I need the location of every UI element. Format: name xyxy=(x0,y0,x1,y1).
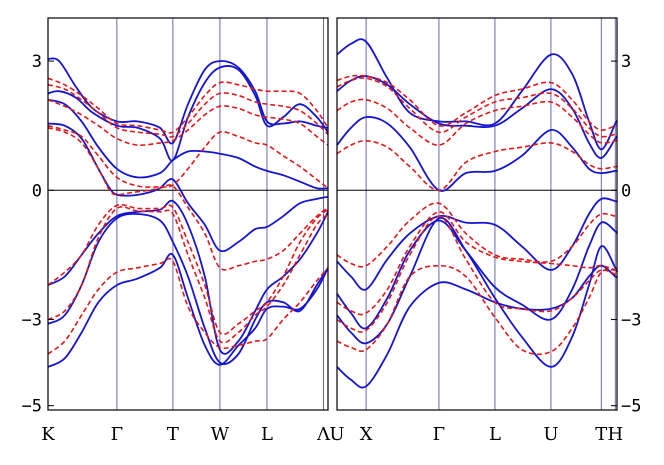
solid-band-0-6 xyxy=(47,252,329,368)
dashed-band-0-8 xyxy=(47,84,329,138)
solid-band-1-1 xyxy=(336,75,618,159)
panel-frame-1 xyxy=(336,17,618,411)
dashed-band-1-8 xyxy=(336,77,618,138)
solid-band-1-2 xyxy=(336,116,618,192)
dashed-band-0-13 xyxy=(47,206,329,344)
kpoint-label-1-0: U xyxy=(329,424,344,445)
kpoint-label-0-0: K xyxy=(41,424,55,445)
y-axis-right: 3 0 −3 −5 xyxy=(611,52,641,417)
solid-band-1-3 xyxy=(336,197,618,291)
y-axis-left: 3 0 −3 −5 xyxy=(22,52,54,417)
y-tick-label-left-1: 0 xyxy=(32,181,42,201)
solid-band-1-5 xyxy=(336,217,618,368)
dashed-band-1-7 xyxy=(336,74,618,131)
kpoint-label-1-1: X xyxy=(360,424,373,445)
solid-band-1-4 xyxy=(336,219,618,330)
solid-band-0-1 xyxy=(47,65,329,162)
kpoint-label-0-1: Γ xyxy=(111,424,124,445)
dashed-band-0-10 xyxy=(47,124,329,189)
y-tick-label-left-2: −3 xyxy=(22,311,42,331)
dashed-band-0-11 xyxy=(47,127,329,271)
dashed-band-1-11 xyxy=(336,202,618,268)
y-tick-label-right-3: −5 xyxy=(621,397,641,417)
kpoint-label-0-2: T xyxy=(167,424,179,445)
dashed-band-0-7 xyxy=(47,77,329,134)
y-tick-label-left-3: −5 xyxy=(22,397,42,417)
solid-band-0-2 xyxy=(47,98,329,190)
kpoint-label-1-4: U xyxy=(543,424,558,445)
kpoint-label-1-2: Γ xyxy=(433,424,446,445)
kpoint-label-0-5: Λ xyxy=(316,424,331,445)
kpoint-label-1-6: H xyxy=(607,424,623,445)
dashed-band-1-12 xyxy=(336,211,618,316)
dashed-band-1-13 xyxy=(336,215,618,333)
dashed-band-0-12 xyxy=(47,203,329,336)
kpoint-label-0-4: L xyxy=(261,424,273,445)
dashed-band-1-10 xyxy=(336,139,618,192)
dashed-band-1-9 xyxy=(336,98,618,146)
dashed-band-0-14 xyxy=(47,257,329,355)
solid-band-0-5 xyxy=(47,212,329,365)
kpoint-label-1-3: L xyxy=(489,424,501,445)
solid-band-1-0 xyxy=(336,38,618,151)
y-tick-label-right-0: 3 xyxy=(621,52,631,72)
solid-band-0-3 xyxy=(47,122,329,253)
y-tick-label-right-1: 0 xyxy=(621,181,631,201)
kpoint-label-0-3: W xyxy=(211,424,230,445)
solid-band-0-4 xyxy=(47,199,329,355)
y-tick-label-right-2: −3 xyxy=(621,311,641,331)
y-tick-label-left-0: 3 xyxy=(32,52,42,72)
kpoint-label-1-5: T xyxy=(595,424,607,445)
panel-frame-0 xyxy=(47,17,329,411)
